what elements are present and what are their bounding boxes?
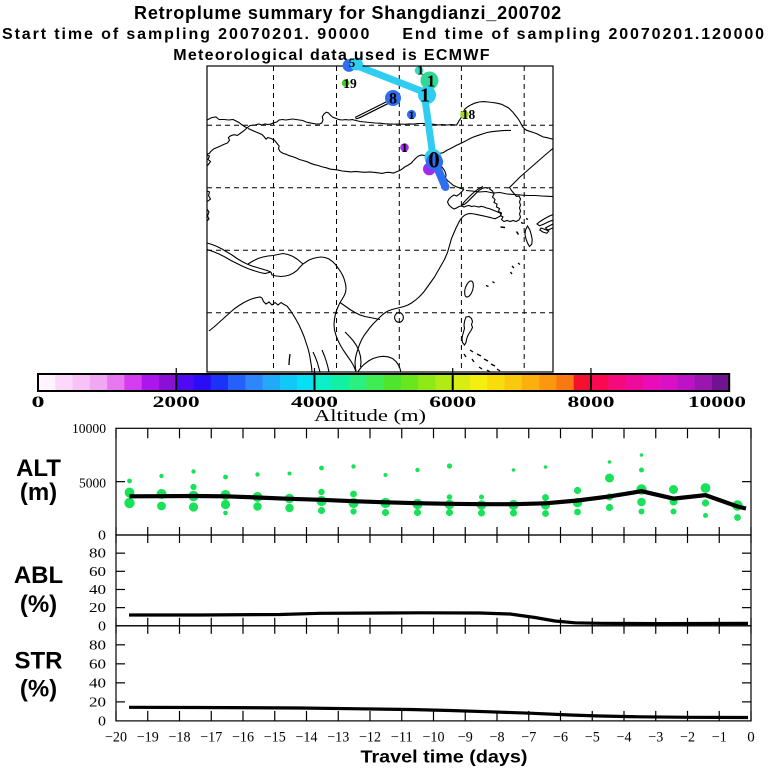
svg-text:0: 0 [98,713,106,728]
svg-text:60: 60 [89,656,106,671]
svg-text:−6: −6 [553,730,568,746]
svg-text:Altitude (m): Altitude (m) [314,406,426,425]
svg-text:End time of sampling 20070201.: End time of sampling 20070201.120000 [402,26,766,43]
svg-text:−11: −11 [391,730,413,746]
svg-text:1: 1 [401,140,408,155]
svg-text:1: 1 [420,85,430,107]
svg-text:0: 0 [747,730,755,746]
svg-text:40: 40 [89,582,106,597]
svg-text:−14: −14 [296,730,319,746]
svg-text:−5: −5 [585,730,600,746]
svg-text:20: 20 [89,600,106,615]
svg-text:Meteorological data used is EC: Meteorological data used is ECMWF [173,47,491,64]
svg-text:0: 0 [428,148,440,173]
svg-text:−3: −3 [648,730,663,746]
svg-text:10000: 10000 [72,421,106,436]
svg-text:−1: −1 [712,730,727,746]
svg-text:−7: −7 [521,730,536,746]
svg-text:60: 60 [89,564,106,579]
svg-text:8000: 8000 [568,394,615,411]
svg-text:Start time of sampling 2007020: Start time of sampling 20070201. 90000 [2,26,371,43]
svg-text:18: 18 [462,107,476,122]
svg-text:10000: 10000 [688,394,746,411]
svg-text:40: 40 [89,675,106,690]
svg-text:−19: −19 [137,730,159,746]
svg-text:8: 8 [389,91,397,108]
svg-text:STR: STR [15,648,63,675]
svg-text:20: 20 [89,694,106,709]
svg-text:−9: −9 [458,730,473,746]
svg-text:−16: −16 [232,730,254,746]
svg-text:0: 0 [98,618,106,633]
svg-text:ALT: ALT [16,455,61,482]
svg-text:−2: −2 [680,730,695,746]
svg-text:−8: −8 [490,730,505,746]
svg-text:−13: −13 [327,730,349,746]
svg-text:6000: 6000 [429,394,476,411]
svg-text:−18: −18 [169,730,191,746]
svg-text:2000: 2000 [153,394,200,411]
svg-text:1: 1 [417,64,424,79]
svg-text:−17: −17 [200,730,222,746]
svg-text:5: 5 [349,55,356,70]
svg-text:0: 0 [32,394,45,411]
svg-text:19: 19 [343,76,357,91]
svg-text:−15: −15 [264,730,286,746]
svg-text:5000: 5000 [79,476,106,491]
svg-text:(%): (%) [20,676,57,703]
svg-text:ABL: ABL [14,562,63,589]
svg-text:Travel time (days): Travel time (days) [361,747,528,767]
svg-text:Retroplume summary for Shangdi: Retroplume summary for Shangdianzi_20070… [134,3,562,23]
svg-text:−20: −20 [105,730,127,746]
svg-text:−12: −12 [359,730,381,746]
svg-text:−10: −10 [423,730,445,746]
svg-text:4000: 4000 [291,394,338,411]
svg-text:−4: −4 [617,730,633,746]
svg-text:(m): (m) [20,479,57,506]
svg-text:1: 1 [427,72,436,91]
svg-text:80: 80 [89,637,106,652]
svg-text:80: 80 [89,546,106,561]
svg-text:(%): (%) [20,591,57,618]
svg-text:1: 1 [409,108,415,122]
svg-text:0: 0 [98,527,106,542]
